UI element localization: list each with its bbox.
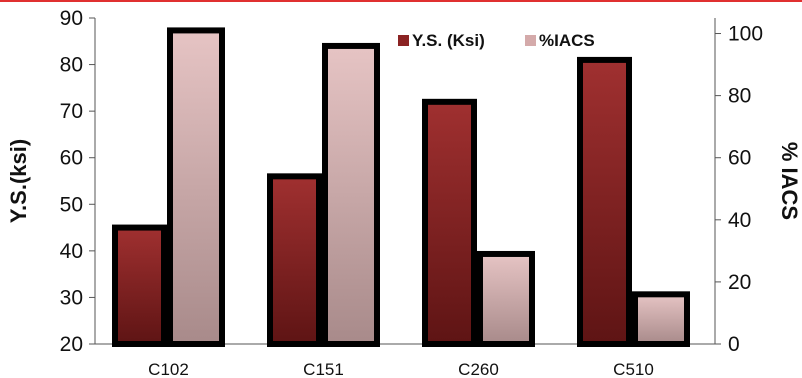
bar-ys-c102 [112, 224, 167, 347]
bar-ys-c260 [422, 98, 477, 348]
left-tick-label: 30 [60, 286, 83, 309]
y-axis-title-left: Y.S.(ksi) [6, 139, 31, 223]
bar-iacs-c260 [477, 250, 535, 347]
left-tick-label: 90 [60, 7, 83, 30]
right-tick-label: 20 [728, 271, 751, 294]
category-labels: C102 C151 C260 C510 [148, 360, 654, 378]
left-axis: 20 30 40 50 60 70 80 90 [60, 7, 96, 356]
category-label: C510 [613, 360, 654, 378]
left-tick-label: 70 [60, 100, 83, 123]
bar-ys-c510 [577, 56, 632, 348]
category-label: C151 [303, 360, 344, 378]
legend: Y.S. (Ksi) %IACS [398, 31, 595, 50]
bar-iacs-c510 [632, 291, 690, 348]
left-tick-label: 60 [60, 147, 83, 170]
legend-label-iacs: %IACS [539, 31, 595, 50]
left-tick-label: 20 [60, 333, 83, 356]
right-tick-label: 0 [728, 333, 740, 356]
legend-label-ys: Y.S. (Ksi) [412, 31, 485, 50]
bars [112, 27, 690, 348]
right-axis: 0 20 40 60 80 100 [714, 18, 763, 356]
legend-swatch-iacs [525, 35, 536, 46]
left-tick-label: 80 [60, 54, 83, 77]
y-axis-title-right: % IACS [777, 142, 802, 220]
bar-iacs-c102 [167, 27, 225, 348]
bar-ys-c151 [267, 173, 322, 347]
category-label: C260 [458, 360, 499, 378]
category-label: C102 [148, 360, 189, 378]
right-tick-label: 40 [728, 209, 751, 232]
right-tick-label: 100 [728, 23, 763, 46]
right-tick-label: 60 [728, 147, 751, 170]
legend-swatch-ys [398, 35, 409, 46]
left-tick-label: 50 [60, 193, 83, 216]
left-tick-label: 40 [60, 240, 83, 263]
right-tick-label: 80 [728, 85, 751, 108]
bar-iacs-c151 [322, 42, 380, 347]
